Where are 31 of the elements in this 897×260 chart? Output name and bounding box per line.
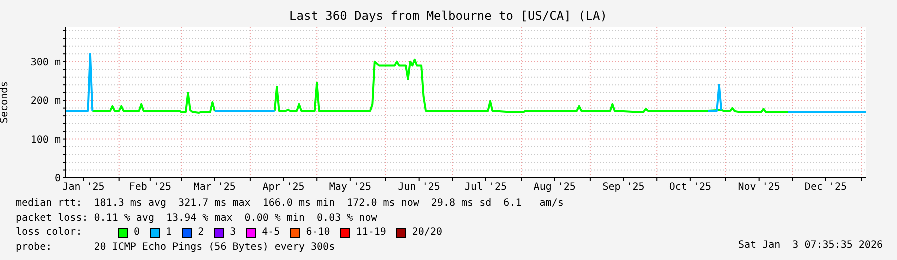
legend-label: 11-19 xyxy=(355,226,386,240)
legend-label: 2 xyxy=(197,226,204,240)
x-tick-label: Sep '25 xyxy=(602,182,645,194)
x-tick-label: Jan '25 xyxy=(62,182,105,194)
x-tick-label: Aug '25 xyxy=(534,182,576,194)
y-tick-label: 0 xyxy=(54,174,61,185)
y-axis-title: Seconds xyxy=(0,81,11,124)
x-tick-label: Apr '25 xyxy=(262,182,305,194)
x-tick-label: Jun '25 xyxy=(398,182,440,194)
legend-label: 3 xyxy=(229,226,236,240)
legend-label: 1 xyxy=(165,226,172,240)
legend-label: 0 xyxy=(133,226,140,240)
x-tick-label: Jul '25 xyxy=(464,182,508,194)
x-tick-label: Nov '25 xyxy=(738,182,780,194)
legend-label: 4-5 xyxy=(261,226,280,240)
text: packet loss: 0.11 % avg 13.94 % max 0.00 % min 0.03 % now xyxy=(16,212,378,226)
x-tick-label: Oct '25 xyxy=(669,182,712,194)
legend-title: loss color: xyxy=(16,226,84,240)
x-tick-label: May '25 xyxy=(329,182,372,194)
y-tick-label: 300 m xyxy=(30,57,61,68)
x-tick-label: Mar '25 xyxy=(194,182,236,194)
x-tick-label: Feb '25 xyxy=(129,182,172,194)
y-tick-label: 100 m xyxy=(30,134,61,146)
text: median rtt: 181.3 ms avg 321.7 ms max 166.0 ms min 172.0 ms now 29.8 ms sd 6.1 am/s xyxy=(16,197,564,211)
chart-title: Last 360 Days from Melbourne to [US/CA] (LA) xyxy=(288,9,608,23)
text: probe: 20 ICMP Echo Pings (56 Bytes) every 300s xyxy=(16,240,336,254)
legend-label: 20/20 xyxy=(411,226,442,240)
y-tick-label: 200 m xyxy=(30,96,61,108)
legend-label: 6-10 xyxy=(305,226,330,240)
text: Sat Jan 3 07:35:35 2026 xyxy=(738,240,883,251)
x-tick-label: Dec '25 xyxy=(804,182,848,194)
